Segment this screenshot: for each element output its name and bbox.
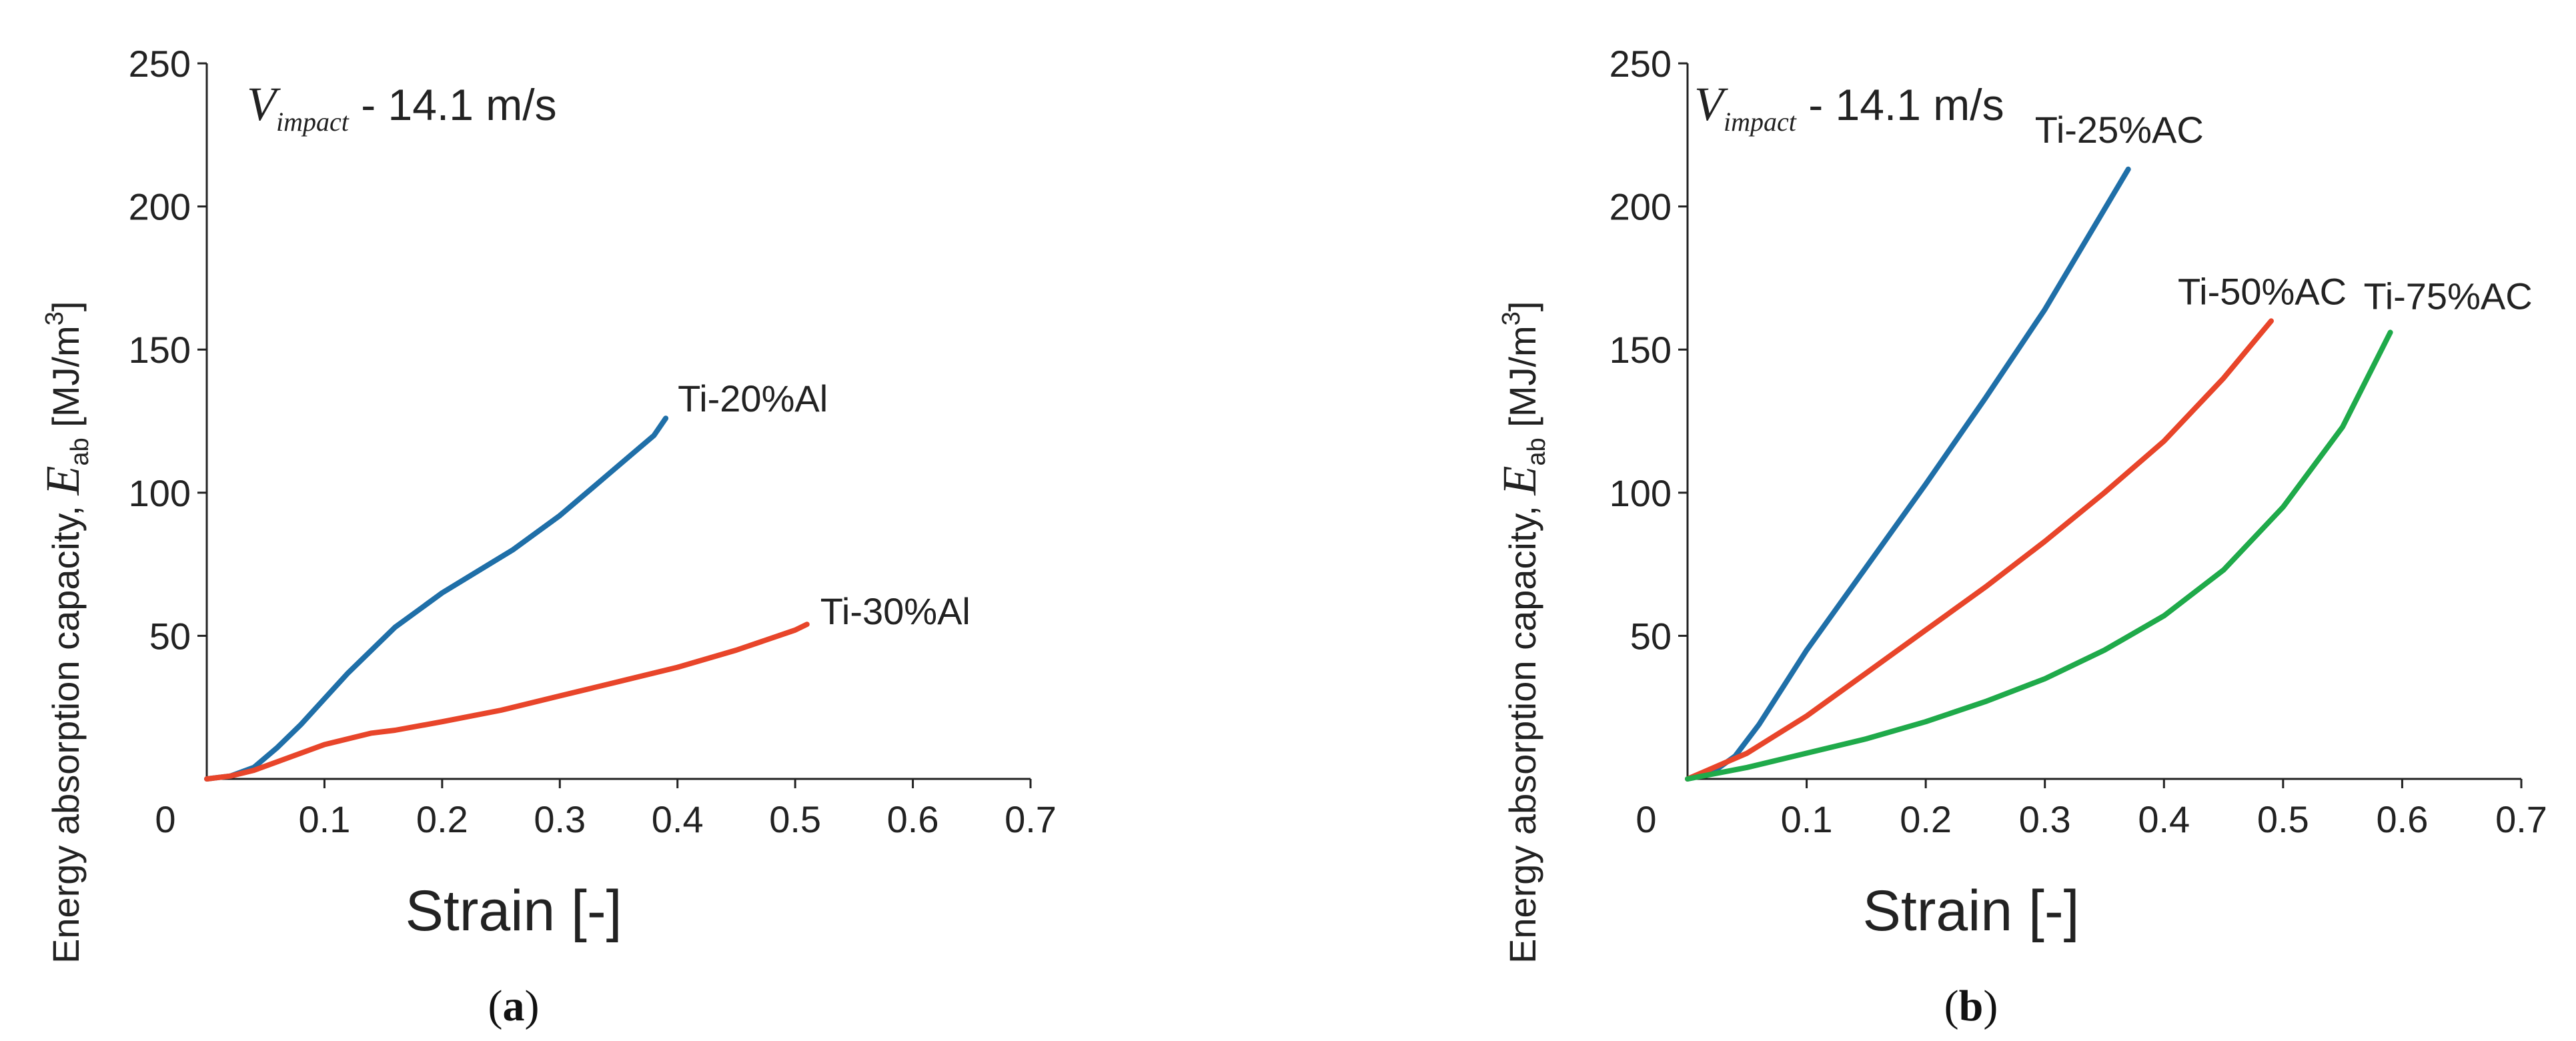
y-tick-label: 250	[1609, 43, 1672, 85]
y-tick-label: 200	[129, 186, 191, 228]
y-tick-label: 50	[149, 615, 191, 657]
x-tick-label: 0.4	[2138, 798, 2190, 840]
series-label-ti-25-ac: Ti-25%AC	[2035, 109, 2204, 151]
panel-a-x-ticks: 0.1 0.2 0.3 0.4 0.5 0.6 0.7	[298, 779, 1057, 840]
series-line-ti-20-al	[204, 415, 669, 782]
x-tick-label: 0.3	[534, 798, 586, 840]
series-label-ti-30-al: Ti-30%Al	[820, 590, 971, 632]
x-tick-label: 0.7	[1005, 798, 1057, 840]
panel-b-y-ticks: 50 100 150 200 250	[1609, 43, 1688, 657]
panel-a: 0 50 100 150 200 250 0.1 0.2 0.3 0.4 0.5 0.6 0.7 T…	[36, 43, 1057, 1030]
panel-b-caption: (b)	[1944, 982, 1998, 1030]
x-tick-label: 0.5	[769, 798, 821, 840]
panel-a-y-axis-title: Energy absorption capacity, Eab [MJ/m3]	[36, 301, 94, 964]
panel-b-series: Ti-25%AC Ti-50%AC Ti-75%AC	[1685, 109, 2533, 782]
y-tick-label: 200	[1609, 186, 1672, 228]
y-tick-label: 150	[129, 329, 191, 371]
panel-b-x-axis-title: Strain [-]	[1863, 879, 2080, 943]
series-label-ti-75-ac: Ti-75%AC	[2364, 275, 2533, 317]
panel-a-caption: (a)	[488, 982, 540, 1030]
y-tick-label: 250	[129, 43, 191, 85]
series-line-ti-50-ac	[1685, 318, 2274, 782]
panel-b-x-ticks: 0.1 0.2 0.3 0.4 0.5 0.6 0.7	[1781, 779, 2547, 840]
x-tick-label: 0.1	[1781, 798, 1833, 840]
x-tick-label: 0.2	[1900, 798, 1952, 840]
x-tick-label: 0.6	[2376, 798, 2428, 840]
x-tick-label: 0.3	[2019, 798, 2071, 840]
y-tick-label: 100	[1609, 472, 1672, 514]
x-tick-label: 0.6	[887, 798, 939, 840]
x-tick-label: 0.7	[2495, 798, 2547, 840]
series-line-ti-30-al	[204, 622, 810, 782]
x-tick-label: 0.5	[2257, 798, 2309, 840]
series-line-ti-75-ac	[1685, 329, 2393, 782]
series-label-ti-50-ac: Ti-50%AC	[2178, 270, 2347, 312]
origin-tick-label: 0	[1636, 798, 1656, 840]
series-line-ti-25-ac	[1685, 166, 2131, 782]
panel-b-y-axis-title: Energy absorption capacity, Eab [MJ/m3]	[1493, 301, 1551, 964]
panel-a-impact-annotation: Vimpact - 14.1 m/s	[247, 77, 557, 137]
panel-a-series: Ti-20%Al Ti-30%Al	[204, 377, 971, 782]
x-tick-label: 0.4	[652, 798, 704, 840]
x-tick-label: 0.2	[416, 798, 468, 840]
panel-a-axes: 0	[155, 63, 1031, 840]
panel-b-impact-annotation: Vimpact - 14.1 m/s	[1694, 77, 2004, 137]
origin-tick-label: 0	[155, 798, 175, 840]
panel-b: 0 50 100 150 200 250 0.1 0.2 0.3 0.4 0.5 0.6 0.7 T…	[1493, 43, 2547, 1030]
panel-b-axes: 0	[1636, 63, 2521, 840]
y-tick-label: 50	[1630, 615, 1672, 657]
series-label-ti-20-al: Ti-20%Al	[678, 377, 828, 419]
panel-a-y-ticks: 50 100 150 200 250	[129, 43, 207, 657]
y-tick-label: 100	[129, 472, 191, 514]
y-tick-label: 150	[1609, 329, 1672, 371]
panel-a-x-axis-title: Strain [-]	[406, 879, 622, 943]
x-tick-label: 0.1	[298, 798, 350, 840]
